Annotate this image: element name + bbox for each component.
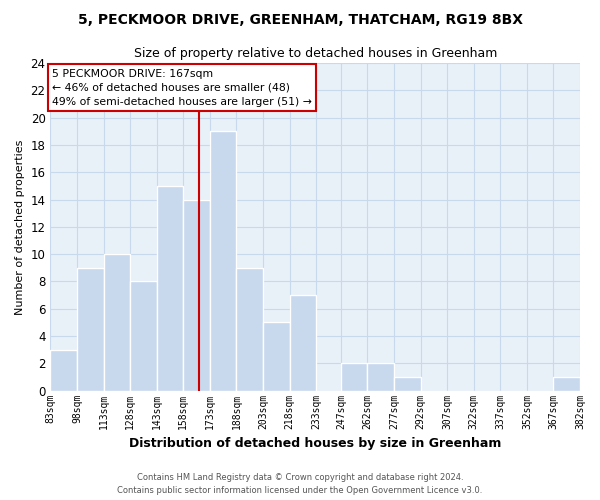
Bar	[183, 200, 210, 390]
Bar	[50, 350, 77, 391]
Bar	[367, 364, 394, 390]
Bar	[77, 268, 104, 390]
Bar	[263, 322, 290, 390]
Title: Size of property relative to detached houses in Greenham: Size of property relative to detached ho…	[134, 48, 497, 60]
Text: Contains HM Land Registry data © Crown copyright and database right 2024.
Contai: Contains HM Land Registry data © Crown c…	[118, 473, 482, 495]
X-axis label: Distribution of detached houses by size in Greenham: Distribution of detached houses by size …	[129, 437, 502, 450]
Bar	[394, 377, 421, 390]
Text: 5, PECKMOOR DRIVE, GREENHAM, THATCHAM, RG19 8BX: 5, PECKMOOR DRIVE, GREENHAM, THATCHAM, R…	[77, 12, 523, 26]
Bar	[341, 364, 367, 390]
Bar	[104, 254, 130, 390]
Text: 5 PECKMOOR DRIVE: 167sqm
← 46% of detached houses are smaller (48)
49% of semi-d: 5 PECKMOOR DRIVE: 167sqm ← 46% of detach…	[52, 68, 312, 106]
Bar	[236, 268, 263, 390]
Bar	[210, 132, 236, 390]
Bar	[130, 282, 157, 391]
Bar	[290, 295, 316, 390]
Bar	[157, 186, 183, 390]
Y-axis label: Number of detached properties: Number of detached properties	[15, 139, 25, 314]
Bar	[553, 377, 580, 390]
